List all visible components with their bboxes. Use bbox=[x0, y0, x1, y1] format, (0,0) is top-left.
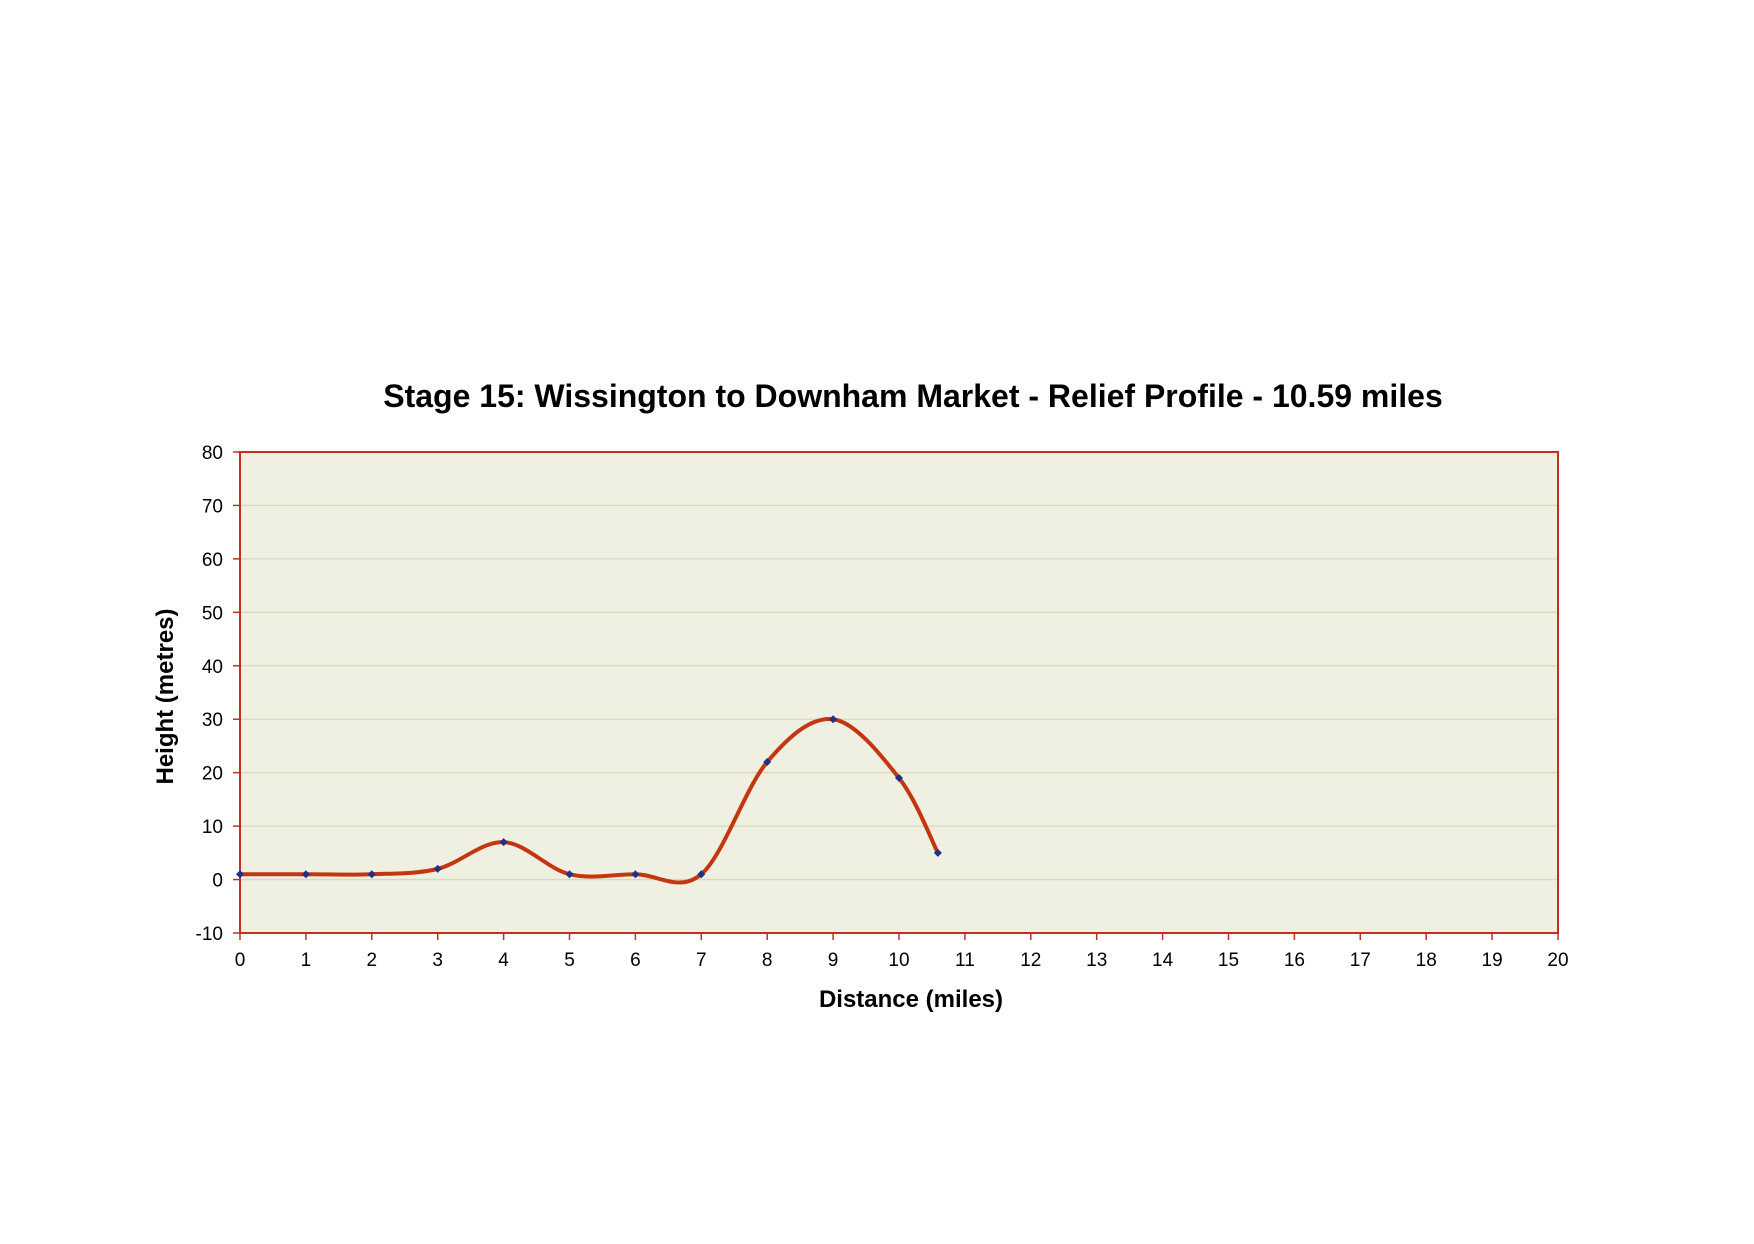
x-tick-label: 7 bbox=[696, 950, 707, 971]
x-tick-label: 12 bbox=[1020, 950, 1041, 971]
y-tick-label: 60 bbox=[202, 550, 223, 571]
x-tick-label: 9 bbox=[828, 950, 839, 971]
y-axis-title: Height (metres) bbox=[152, 608, 179, 784]
x-tick-label: 19 bbox=[1482, 950, 1503, 971]
y-tick-label: -10 bbox=[196, 924, 223, 945]
x-tick-label: 6 bbox=[630, 950, 641, 971]
x-tick-label: 17 bbox=[1350, 950, 1371, 971]
series-layer bbox=[236, 715, 942, 885]
plot-area bbox=[240, 452, 1558, 933]
data-point bbox=[895, 774, 903, 783]
data-point bbox=[763, 757, 772, 766]
y-tick-label: 10 bbox=[202, 817, 223, 838]
x-tick-label: 10 bbox=[888, 950, 909, 971]
x-tick-label: 1 bbox=[301, 950, 312, 971]
x-tick-label: 0 bbox=[235, 950, 246, 971]
y-tick-label: 20 bbox=[202, 764, 223, 785]
data-point bbox=[301, 870, 310, 879]
data-point bbox=[565, 870, 574, 879]
x-tick-label: 15 bbox=[1218, 950, 1239, 971]
y-tick-label: 30 bbox=[202, 710, 223, 731]
data-point bbox=[236, 870, 244, 879]
x-tick-label: 11 bbox=[955, 950, 975, 971]
data-point bbox=[499, 838, 508, 847]
data-point bbox=[433, 864, 442, 873]
x-tick-label: 13 bbox=[1086, 950, 1107, 971]
data-point bbox=[697, 870, 706, 879]
data-point bbox=[631, 870, 640, 879]
x-tick-label: 2 bbox=[367, 950, 378, 971]
data-point bbox=[367, 870, 376, 879]
gridlines bbox=[240, 504, 1558, 881]
x-tick-label: 20 bbox=[1547, 950, 1568, 971]
y-tick-label: 40 bbox=[202, 657, 223, 678]
data-point bbox=[829, 715, 838, 724]
y-tick-label: 80 bbox=[202, 443, 223, 464]
data-point bbox=[933, 848, 942, 857]
chart-title: Stage 15: Wissington to Downham Market -… bbox=[383, 378, 1443, 414]
x-tick-label: 18 bbox=[1416, 950, 1437, 971]
x-axis-title: Distance (miles) bbox=[819, 986, 1003, 1013]
y-tick-label: 0 bbox=[212, 871, 223, 892]
x-tick-label: 14 bbox=[1152, 950, 1174, 971]
x-tick-label: 5 bbox=[564, 950, 575, 971]
y-tick-label: 70 bbox=[202, 496, 223, 517]
x-tick-label: 3 bbox=[432, 950, 443, 971]
x-tick-label: 16 bbox=[1284, 950, 1305, 971]
y-tick-label: 50 bbox=[202, 603, 223, 624]
x-tick-label: 8 bbox=[762, 950, 773, 971]
x-tick-label: 4 bbox=[498, 950, 509, 971]
